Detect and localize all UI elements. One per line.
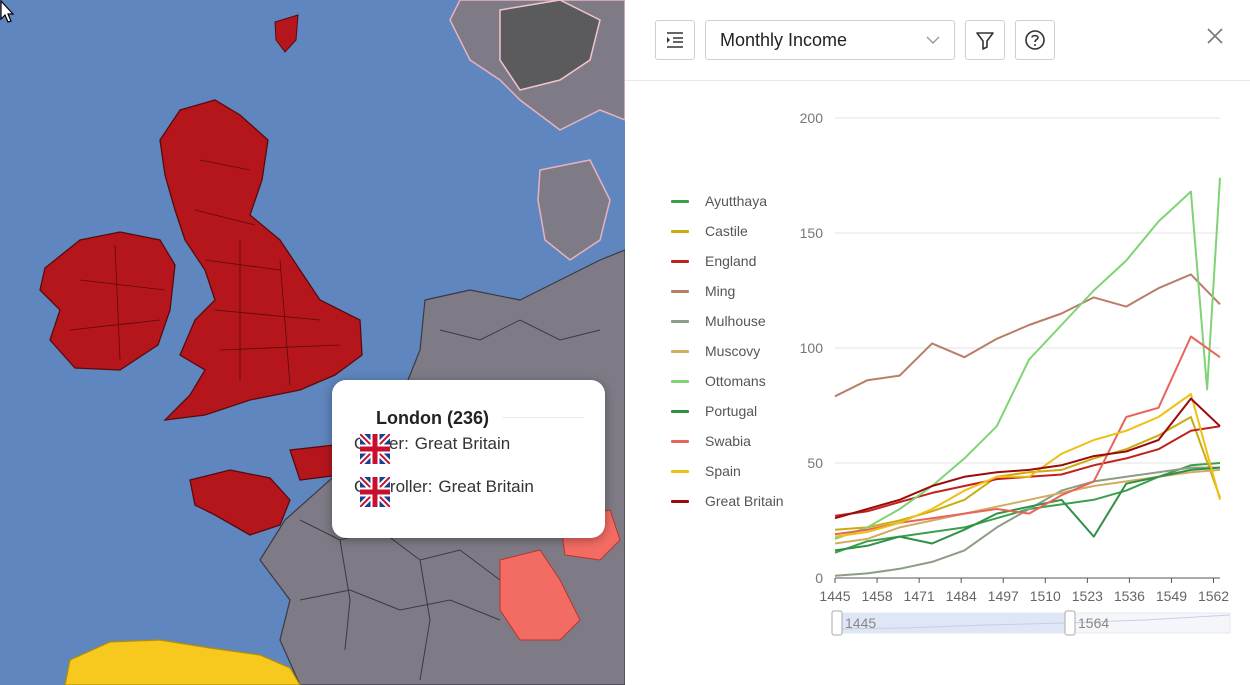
help-button[interactable]: [1015, 20, 1055, 60]
chart-legend: Ayutthaya Castile England Ming Mulhouse Musco…: [671, 186, 801, 516]
legend-swatch: [671, 319, 689, 323]
statistics-panel: Monthly Income Ayutthaya Castile England Mi…: [625, 0, 1250, 685]
legend-swatch: [671, 229, 689, 233]
map-region-brittany[interactable]: [189, 469, 291, 536]
legend-label: Mulhouse: [705, 313, 766, 329]
zoom-handle-start[interactable]: [831, 610, 843, 636]
x-tick-label: 1549: [1156, 588, 1187, 604]
legend-item[interactable]: Portugal: [671, 396, 801, 426]
owner-value: Great Britain: [414, 434, 511, 453]
series-line[interactable]: [834, 466, 1220, 577]
panel-toolbar: Monthly Income: [625, 0, 1250, 81]
legend-label: Great Britain: [705, 493, 784, 509]
legend-item[interactable]: Castile: [671, 216, 801, 246]
income-line-chart[interactable]: 0 50 100 150 200 1445 1458 1471 1484 1497 1510 1523…: [785, 100, 1235, 640]
legend-swatch: [671, 499, 689, 503]
legend-item[interactable]: Swabia: [671, 426, 801, 456]
zoom-start-label: 1445: [845, 615, 876, 631]
map-region-norway-dark: [499, 0, 601, 91]
legend-item[interactable]: Spain: [671, 456, 801, 486]
series-line[interactable]: [834, 273, 1221, 398]
map-region-jutland[interactable]: [537, 159, 611, 261]
legend-swatch: [671, 199, 689, 203]
y-tick-label: 0: [815, 570, 823, 586]
legend-item[interactable]: Ming: [671, 276, 801, 306]
y-tick-label: 200: [800, 110, 824, 126]
zoom-handle-end[interactable]: [1064, 610, 1076, 636]
legend-swatch: [671, 379, 689, 383]
x-tick-label: 1523: [1072, 588, 1103, 604]
legend-swatch: [671, 259, 689, 263]
map-region-spain[interactable]: [64, 639, 301, 685]
series-line[interactable]: [834, 416, 1221, 531]
legend-swatch: [671, 289, 689, 293]
y-tick-label: 150: [800, 225, 824, 241]
legend-label: Ming: [705, 283, 736, 299]
britain-borders: [69, 159, 341, 386]
controller-value: Great Britain: [438, 477, 534, 496]
zoom-sparkline: [836, 614, 1231, 630]
x-tick-label: 1510: [1030, 588, 1061, 604]
help-circle-icon: [1025, 30, 1045, 50]
chevron-down-icon: [926, 36, 940, 44]
union-jack-flag-icon: [360, 434, 390, 464]
legend-item[interactable]: Ayutthaya: [671, 186, 801, 216]
legend-label: Muscovy: [705, 343, 761, 359]
filter-button[interactable]: [965, 20, 1005, 60]
legend-item[interactable]: Mulhouse: [671, 306, 801, 336]
x-tick-label: 1497: [988, 588, 1019, 604]
legend-item[interactable]: Ottomans: [671, 366, 801, 396]
y-tick-label: 50: [807, 455, 823, 471]
legend-swatch: [671, 469, 689, 473]
metric-select-value: Monthly Income: [720, 29, 848, 50]
list-toggle-button[interactable]: [655, 20, 695, 60]
mouse-cursor-icon: [0, 0, 15, 23]
legend-label: Castile: [705, 223, 748, 239]
province-tooltip: London (236) Owner: Great Britain Contro…: [332, 380, 605, 538]
controller-row: Controller: Great Britain: [354, 477, 534, 507]
map-region-orkney[interactable]: [274, 14, 299, 53]
x-tick-label: 1484: [946, 588, 977, 604]
world-map[interactable]: London (236) Owner: Great Britain Contro…: [0, 0, 625, 685]
zoom-end-label: 1564: [1078, 615, 1109, 631]
tooltip-divider: [502, 417, 584, 418]
legend-label: Portugal: [705, 403, 758, 419]
union-jack-flag-icon: [360, 477, 390, 507]
province-title: London (236): [376, 408, 489, 428]
legend-swatch: [671, 409, 689, 413]
filter-icon: [976, 32, 994, 50]
x-tick-label: 1471: [904, 588, 935, 604]
legend-label: Swabia: [705, 433, 751, 449]
x-tick-label: 1562: [1198, 588, 1229, 604]
legend-swatch: [671, 349, 689, 353]
legend-label: Spain: [705, 463, 741, 479]
x-tick-label: 1536: [1114, 588, 1145, 604]
x-tick-label: 1445: [819, 588, 850, 604]
map-region-ireland[interactable]: [39, 231, 176, 371]
y-tick-label: 100: [800, 340, 824, 356]
x-tick-label: 1458: [861, 588, 892, 604]
series-line[interactable]: [834, 397, 1221, 520]
list-indent-icon: [667, 32, 683, 48]
map-region-great-britain[interactable]: [159, 99, 363, 421]
owner-row: Owner: Great Britain: [354, 434, 511, 464]
legend-label: Ottomans: [705, 373, 766, 389]
metric-select[interactable]: Monthly Income: [705, 20, 955, 60]
legend-item[interactable]: Muscovy: [671, 336, 801, 366]
legend-item[interactable]: England: [671, 246, 801, 276]
series-line[interactable]: [834, 177, 1221, 540]
legend-swatch: [671, 439, 689, 443]
legend-label: England: [705, 253, 757, 269]
series-line[interactable]: [834, 466, 1221, 552]
map-region-swabia[interactable]: [499, 549, 581, 641]
map-canvas[interactable]: [0, 0, 625, 685]
close-icon[interactable]: [1203, 24, 1227, 48]
legend-item[interactable]: Great Britain: [671, 486, 801, 516]
series-line[interactable]: [834, 393, 1221, 538]
legend-label: Ayutthaya: [705, 193, 768, 209]
